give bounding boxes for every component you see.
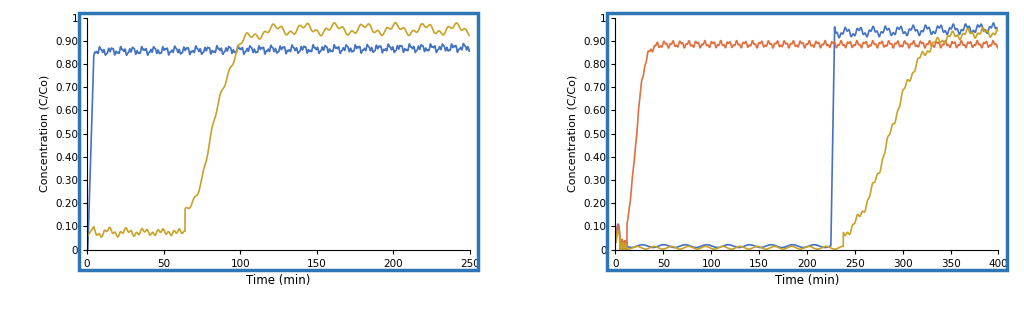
Y-axis label: Concentration (C/Co): Concentration (C/Co) — [568, 75, 578, 192]
X-axis label: Time (min): Time (min) — [247, 274, 310, 287]
Y-axis label: Concentration (C/Co): Concentration (C/Co) — [40, 75, 49, 192]
X-axis label: Time (min): Time (min) — [775, 274, 839, 287]
